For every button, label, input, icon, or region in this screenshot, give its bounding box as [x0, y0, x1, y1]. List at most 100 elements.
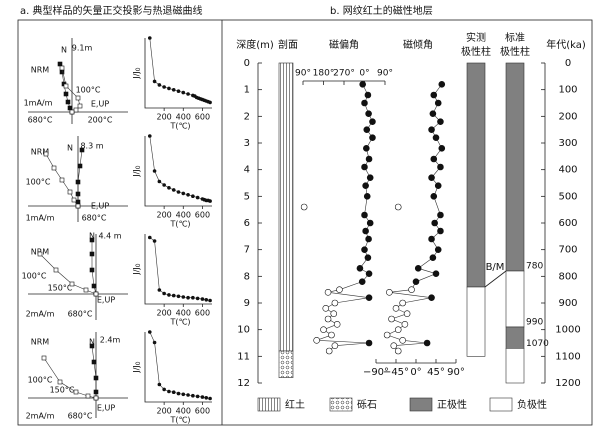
bm-connector — [484, 270, 507, 288]
decay-point — [208, 396, 212, 401]
horizontal-point — [91, 283, 97, 289]
x-tick-label: 200 — [157, 113, 172, 122]
inc-point — [431, 219, 438, 227]
dec-point — [331, 299, 339, 307]
horizontal-point — [91, 359, 97, 365]
inc-point — [383, 331, 391, 339]
vertical-point — [71, 197, 77, 203]
decay-line — [149, 37, 211, 103]
decay-axes — [144, 234, 212, 305]
figure-border — [17, 19, 593, 426]
decay-point — [152, 169, 157, 173]
horizontal-point — [75, 191, 81, 197]
decay-point — [152, 239, 157, 243]
x-tick-label: 400 — [176, 309, 191, 318]
dec-point — [324, 315, 332, 323]
section-header: 剖面 — [278, 38, 298, 51]
dec-point — [330, 310, 338, 317]
boundary-age: 1070 — [526, 339, 549, 349]
zijderveld-label: N — [89, 232, 95, 241]
vertical-point — [41, 355, 47, 361]
decay-point — [171, 88, 176, 92]
y-axis-label-main: J/J — [132, 365, 141, 373]
inc-point — [388, 315, 395, 323]
zijderveld-label: 2mA/m — [26, 310, 55, 319]
age-header: 年代(ka) — [546, 38, 586, 51]
decay-point — [195, 296, 200, 301]
decay-axes — [144, 332, 212, 403]
vertical-point — [75, 95, 81, 101]
zijderveld-label: 680°C — [68, 310, 93, 319]
vertical-point — [59, 177, 65, 183]
horizontal-point — [89, 237, 95, 243]
horizontal-point — [65, 99, 71, 105]
y-tick-label: 3 — [244, 138, 250, 149]
y-tick-label: 11 — [237, 351, 250, 362]
y-tick-label: 12 — [237, 378, 250, 389]
panel-a-title: a. 典型样品的矢量正交投影与热退磁曲线 — [20, 4, 203, 17]
y-axis-label-sub: 0 — [135, 263, 142, 267]
vertical-point — [37, 251, 43, 257]
x-tick-label: 400 — [176, 211, 191, 220]
decay-point — [208, 199, 212, 203]
decay-point — [186, 393, 190, 397]
standard-polarity — [505, 348, 525, 384]
inc-point — [392, 305, 400, 312]
dec-point — [365, 270, 373, 277]
measured-polarity — [466, 62, 486, 288]
zijderveld-label: 150°C — [48, 284, 73, 293]
vertical-point — [93, 395, 99, 401]
zijderveld-label: E,UP — [97, 404, 115, 413]
boundary-label: B/M — [486, 262, 505, 273]
inc-point — [423, 339, 431, 347]
dec-point — [364, 254, 372, 261]
inc-point — [428, 126, 435, 133]
legend-label: 正极性 — [437, 398, 467, 411]
decay-point — [162, 291, 166, 296]
inc-point — [429, 110, 437, 117]
inc-point — [432, 270, 440, 277]
inc-tick-label: −90° — [363, 367, 389, 378]
zijderveld-label: NRM — [31, 148, 50, 157]
decay-point — [191, 393, 195, 398]
dec-point — [362, 182, 369, 189]
inc-point — [403, 310, 411, 317]
decay-point — [186, 92, 190, 96]
vertical-point — [69, 281, 75, 287]
x-axis-label: T(℃) — [169, 318, 190, 327]
dec-point — [328, 331, 335, 339]
decay-axes — [144, 136, 212, 207]
dec-point — [336, 286, 343, 293]
dec-point — [364, 91, 372, 99]
vertical-point — [69, 109, 75, 115]
decay-point — [200, 297, 205, 301]
horizontal-point — [79, 147, 85, 153]
decay-point — [157, 288, 162, 292]
decay-point — [171, 293, 176, 298]
dec-point — [313, 337, 320, 344]
dec-point — [365, 235, 372, 243]
y-axis-label-sub: 0 — [135, 165, 142, 169]
measured-header: 极性柱 — [461, 45, 491, 58]
x-tick-label: 600 — [195, 309, 210, 318]
inc-point — [434, 99, 442, 107]
standard-polarity — [505, 62, 525, 272]
dec-point — [331, 342, 339, 349]
inc-point — [414, 265, 422, 272]
panel-b-title: b. 网纹红土的磁性地层 — [330, 4, 433, 17]
inc-tick-label: 0° — [410, 367, 421, 378]
dec-point — [366, 174, 374, 181]
vertical-point — [73, 107, 79, 113]
decay-point — [176, 190, 181, 194]
horizontal-point — [67, 105, 73, 111]
legend-swatch — [329, 397, 353, 412]
zijderveld-label: 680°C — [68, 412, 93, 421]
age-tick-label: 700 — [558, 245, 577, 256]
vertical-point — [77, 103, 83, 109]
vertical-point — [59, 65, 65, 71]
age-tick-label: 1100 — [555, 351, 580, 362]
standard-polarity — [505, 326, 525, 349]
decay-point — [147, 134, 152, 138]
decay-point — [181, 191, 186, 196]
